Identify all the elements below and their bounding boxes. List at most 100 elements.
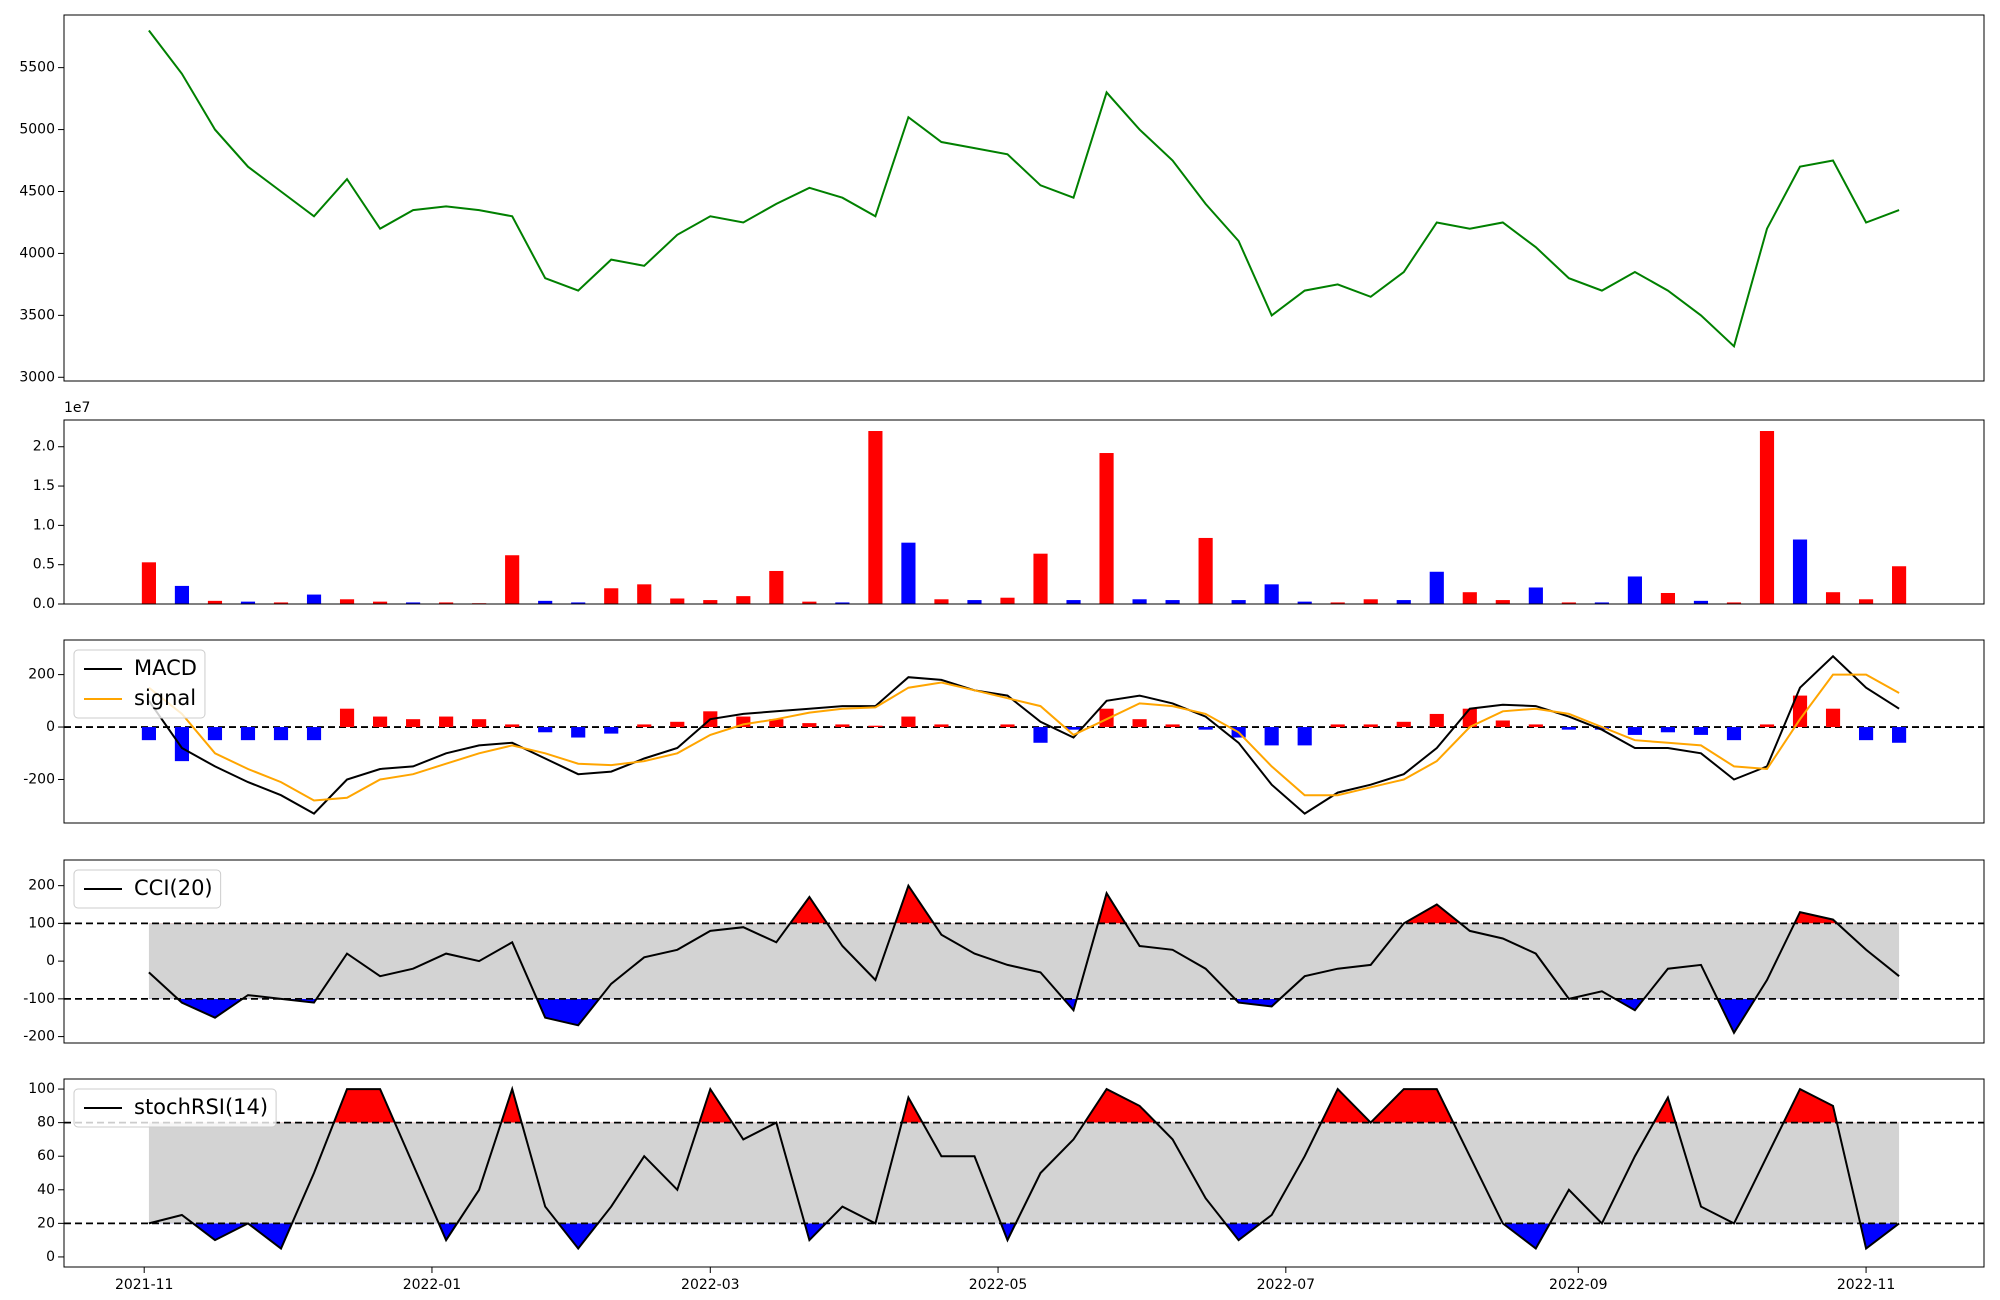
volume-bar — [1066, 600, 1081, 604]
volume-bar — [1396, 600, 1411, 604]
histogram-bar — [439, 716, 454, 728]
histogram-bar — [1528, 724, 1543, 728]
volume-bar — [505, 555, 520, 604]
y-tick-label: 20 — [37, 1215, 55, 1231]
histogram-bar — [868, 725, 883, 728]
plot-area — [64, 654, 1984, 815]
volume-bar — [1561, 602, 1576, 604]
x-tick-label: 2021-11 — [115, 1277, 174, 1293]
axes-frame — [63, 639, 1985, 824]
legend: CCI(20) — [73, 869, 222, 909]
volume-bar — [1297, 601, 1312, 604]
histogram-bar — [1726, 727, 1742, 741]
histogram-bar — [538, 727, 553, 733]
volume-bar — [1693, 600, 1709, 604]
y-tick-label: 1.0 — [33, 517, 55, 533]
volume-bar — [1198, 537, 1213, 604]
histogram-bar — [604, 727, 619, 734]
histogram-bar — [1594, 727, 1609, 730]
histogram-bar — [207, 727, 223, 741]
y-tick-label: 5500 — [19, 60, 55, 76]
volume-bar — [1858, 599, 1874, 604]
volume-bar — [406, 602, 421, 604]
histogram-bar — [1429, 713, 1444, 728]
volume-bar — [769, 570, 784, 604]
volume-bar — [339, 599, 355, 604]
axes-frame — [63, 859, 1985, 1044]
volume-bar — [1363, 599, 1378, 604]
line — [148, 29, 1900, 349]
plot-area — [64, 1085, 1984, 1251]
histogram-bar — [736, 716, 751, 728]
histogram-bar — [472, 719, 487, 728]
volume-bar — [1132, 599, 1147, 604]
volume-bar — [967, 600, 982, 604]
x-tick-label: 2022-07 — [1257, 1277, 1316, 1293]
histogram-bar — [1066, 727, 1081, 730]
neutral-band — [148, 923, 1900, 999]
histogram-bar — [1495, 720, 1510, 728]
histogram-bar — [1858, 727, 1874, 741]
volume-bar — [439, 602, 454, 604]
histogram-bar — [769, 719, 784, 728]
y-tick-label: 5000 — [19, 122, 55, 138]
y-tick-label: 40 — [37, 1182, 55, 1198]
plot-area — [141, 431, 1907, 604]
volume-bar — [670, 598, 685, 604]
volume-bar — [835, 602, 850, 604]
histogram-bar — [670, 721, 685, 728]
volume-bar — [1726, 602, 1742, 604]
oversold-fill — [148, 998, 1900, 1033]
histogram-bar — [1693, 727, 1709, 735]
y-tick-label: -100 — [23, 991, 55, 1007]
line — [148, 654, 1900, 815]
histogram-bar — [174, 727, 190, 762]
histogram-bar — [934, 724, 949, 728]
histogram-bar — [835, 724, 850, 728]
histogram-bar — [1825, 708, 1841, 728]
volume-bar — [1495, 600, 1510, 604]
volume-bar — [1825, 592, 1841, 604]
volume-bar — [1000, 597, 1015, 604]
volume-bar — [1165, 600, 1180, 604]
y-tick-label: 2.0 — [33, 439, 55, 455]
histogram-bar — [1792, 695, 1808, 728]
histogram-bar — [1132, 719, 1147, 728]
histogram-bar — [273, 727, 289, 741]
oversold-fill — [148, 1223, 1900, 1249]
axes-frame — [63, 419, 1985, 605]
volume-bar — [802, 601, 817, 604]
volume-bar — [1594, 602, 1609, 604]
y-tick-label: 200 — [28, 878, 55, 894]
histogram-bar — [1198, 727, 1213, 730]
y-tick-label: 0 — [46, 719, 55, 735]
volume-bar — [141, 562, 156, 604]
volume-bar — [1892, 566, 1907, 604]
histogram-bar — [1660, 727, 1676, 733]
x-tick-label: 2022-09 — [1549, 1277, 1608, 1293]
y-tick-label: 3000 — [19, 369, 55, 385]
axes-frame — [63, 14, 1985, 382]
y-tick-label: 0 — [46, 1249, 55, 1265]
volume-bar — [372, 601, 388, 604]
y-tick-label: 4000 — [19, 245, 55, 261]
legend-box — [73, 649, 206, 719]
y-tick-label: 200 — [28, 667, 55, 683]
offset-label: 1e7 — [64, 400, 90, 416]
histogram-bar — [1759, 724, 1775, 728]
y-tick-label: 100 — [28, 915, 55, 931]
histogram-bar — [1000, 724, 1015, 728]
x-tick-label: 2022-03 — [681, 1277, 740, 1293]
x-tick-label: 2022-01 — [403, 1277, 462, 1293]
volume-bar — [1231, 600, 1246, 604]
histogram-bar — [1264, 727, 1279, 746]
line — [148, 1085, 1900, 1251]
legend-label: stochRSI(14) — [134, 1095, 268, 1119]
line — [148, 673, 1900, 802]
histogram-bar — [571, 727, 586, 738]
volume-bar — [1792, 539, 1808, 604]
legend-label: CCI(20) — [134, 876, 213, 900]
volume-bar — [207, 600, 223, 604]
volume-bar — [273, 602, 289, 604]
